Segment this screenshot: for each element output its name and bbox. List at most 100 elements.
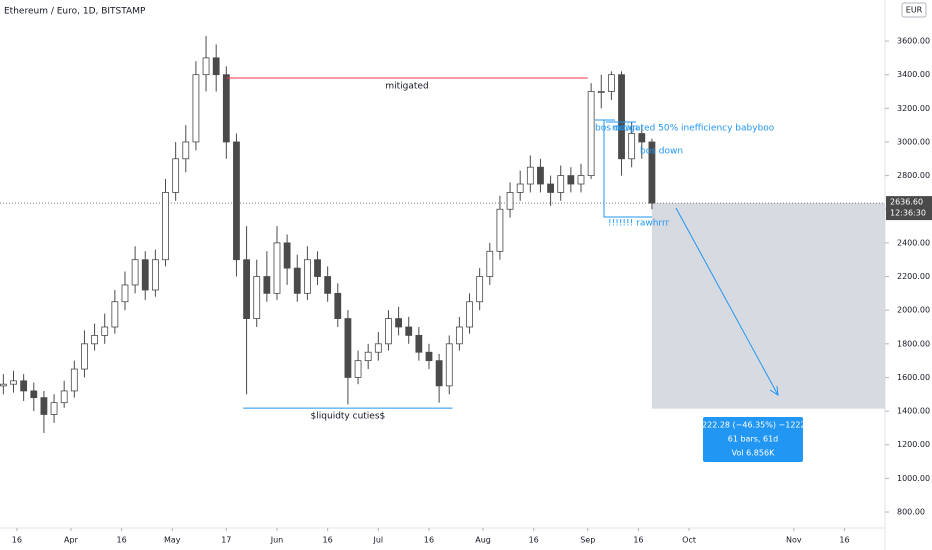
x-tick-label: Jun	[270, 536, 284, 545]
candle-body	[395, 318, 402, 328]
projection-arrowhead	[769, 385, 779, 396]
candle-body	[364, 351, 372, 362]
candle-body	[263, 276, 271, 294]
candle-body	[385, 318, 392, 345]
candle-body	[10, 380, 17, 385]
note: !!!!!!! rawhrrr	[608, 219, 669, 229]
y-tick-label: 3200.00	[897, 104, 930, 113]
note: mitigated 50% inefficiency babyboo	[612, 124, 775, 134]
candle-body	[121, 284, 129, 303]
y-tick-label: 2400.00	[897, 238, 930, 247]
candle-body	[405, 326, 413, 336]
x-tick-label: 16	[117, 536, 127, 545]
currency: EUR	[906, 6, 923, 15]
y-tick-label: 3400.00	[897, 70, 930, 79]
x-tick-label: 16	[839, 536, 849, 545]
y-tick-label: 1600.00	[897, 373, 930, 382]
candle-body	[354, 360, 362, 378]
candle-body	[445, 343, 453, 387]
candle-body	[131, 259, 139, 286]
candle-body	[506, 192, 514, 210]
candle-body	[455, 326, 463, 345]
y-tick-label: 2800.00	[897, 171, 930, 180]
candle-body	[20, 380, 28, 392]
y-tick-label: 3000.00	[897, 137, 930, 146]
note: bos down	[640, 147, 683, 157]
candle-body	[141, 259, 149, 291]
candle-body	[374, 343, 382, 353]
candle-body	[526, 166, 534, 185]
candle-body	[151, 259, 159, 291]
candle-body	[324, 276, 332, 294]
bos-box	[603, 120, 652, 218]
x-tick-label: 16	[424, 536, 434, 545]
candle-body	[435, 360, 443, 387]
overlay: mitigated$liquidty cuties$bos downmitiga…	[226, 77, 816, 462]
candle-body	[233, 141, 240, 261]
candle-body	[182, 141, 190, 160]
candle-body	[30, 390, 38, 399]
currency-badge[interactable]	[901, 2, 927, 18]
candle-body	[648, 141, 656, 204]
candle-body	[415, 335, 423, 353]
candle-body	[50, 402, 58, 415]
candle-body	[476, 276, 484, 303]
candle-body	[202, 57, 210, 76]
projection-label: Vol 6.856K	[732, 449, 775, 458]
y-tick-label: 1400.00	[897, 407, 930, 416]
x-tick-label: Nov	[786, 536, 802, 545]
candle-body	[222, 74, 230, 143]
level-label: mitigated	[385, 82, 428, 92]
projection-label-box	[703, 417, 803, 462]
candle-body	[162, 192, 169, 261]
candle-body	[567, 175, 575, 185]
y-tick-label: 3600.00	[897, 37, 930, 46]
candle-body	[557, 175, 565, 193]
y-tick-label: 2000.00	[897, 306, 930, 315]
note: bos down	[595, 124, 638, 134]
candle-body	[283, 242, 291, 269]
projection-label: −1222.28 (−46.35%) −122228	[690, 421, 816, 430]
candle-body	[0, 383, 7, 387]
x-tick-label: 16	[529, 536, 539, 545]
candle-body	[314, 259, 321, 277]
candle-body	[587, 91, 595, 177]
candle-body	[111, 301, 119, 328]
y-tick-label: 1200.00	[897, 440, 930, 449]
candle-body	[253, 276, 261, 319]
level-label: $liquidty cuties$	[311, 412, 386, 422]
candle-body	[597, 91, 605, 93]
y-tick-label: 1800.00	[897, 339, 930, 348]
candle-body	[638, 133, 646, 143]
x-tick-label: Aug	[475, 536, 491, 545]
candles	[0, 35, 656, 433]
candle-body	[212, 57, 220, 76]
background-layer	[0, 202, 885, 409]
x-tick-label: 17	[221, 536, 231, 545]
candle-body	[344, 318, 352, 378]
projection-box	[651, 203, 885, 409]
x-tick-label: Oct	[682, 536, 696, 545]
last-price-badge	[886, 196, 932, 221]
candle-body	[547, 183, 554, 193]
x-tick-label: Jul	[372, 536, 383, 545]
candle-body	[607, 74, 615, 92]
candle-body	[628, 133, 636, 160]
candle-body	[172, 158, 180, 193]
candle-body	[40, 397, 48, 415]
x-tick-label: 16	[633, 536, 643, 545]
candle-body	[425, 351, 433, 362]
projection-arrow	[675, 207, 779, 396]
y-tick-label: 1000.00	[897, 474, 930, 483]
candle-body	[293, 267, 301, 294]
candle-body	[496, 208, 504, 252]
x-tick-label: Apr	[64, 536, 79, 545]
x-tick-label: May	[164, 536, 181, 545]
candle-body	[303, 259, 311, 294]
candle-body	[192, 74, 200, 143]
candle-body	[577, 175, 585, 185]
chart-title: Ethereum / Euro, 1D, BITSTAMP	[4, 7, 146, 17]
candle-body	[486, 250, 494, 277]
countdown: 12:36:30	[890, 209, 926, 218]
